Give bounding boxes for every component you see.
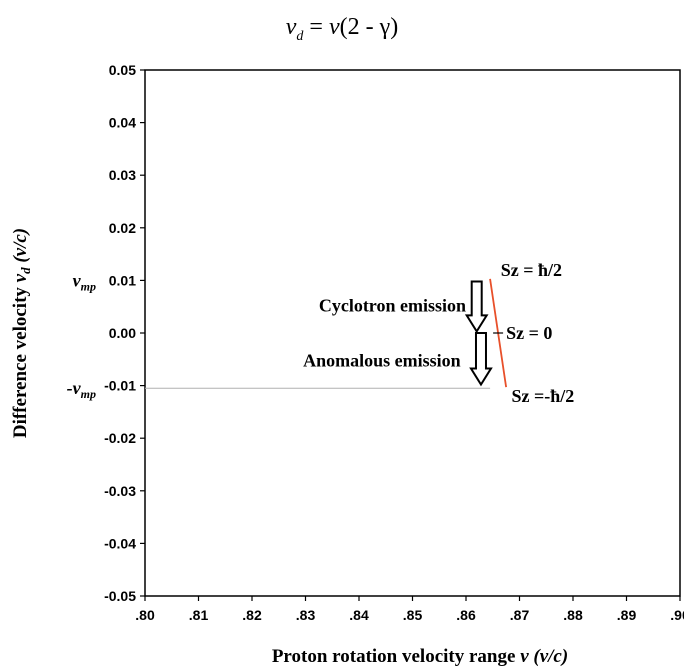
y-tick-label: 0.02: [109, 220, 136, 236]
vmp-label: vmp: [73, 270, 96, 293]
x-tick-label: .87: [510, 607, 530, 623]
emission-label: Cyclotron emission: [319, 296, 466, 316]
spin-label: Sz =-ħ/2: [511, 386, 574, 406]
y-tick-label: -0.03: [104, 483, 136, 499]
x-axis-label-main: Proton rotation velocity range: [272, 646, 516, 667]
x-axis-label-units: (v/c): [533, 646, 568, 667]
y-axis-ticks: 0.05 0.04 0.03 0.02 0.01 0.00 -0.01 -0.02 -0.03 -…: [104, 62, 145, 604]
y-axis-label-main: Difference velocity: [10, 287, 31, 439]
down-arrow-icon: [469, 332, 493, 387]
title-equals: =: [303, 14, 329, 40]
y-axis-label-var: v: [10, 273, 31, 282]
y-tick-label: -0.05: [104, 588, 136, 604]
x-tick-label: .81: [189, 607, 209, 623]
chart-title: vd = v(2 - γ): [286, 14, 398, 44]
down-arrow-icon: [464, 280, 489, 334]
neg-vmp-label: -vmp: [67, 378, 96, 401]
title-rhs-v: v: [329, 14, 340, 40]
y-axis-label: Difference velocity vd (v/c): [10, 228, 33, 438]
y-tick-label: 0.00: [109, 325, 136, 341]
y-axis-label-sub: d: [18, 267, 33, 274]
y-tick-label: 0.04: [109, 115, 136, 131]
x-tick-label: .89: [617, 607, 637, 623]
x-tick-label: .84: [349, 607, 369, 623]
x-tick-label: .86: [456, 607, 476, 623]
spin-label: Sz = ħ/2: [501, 260, 562, 280]
emission-label: Anomalous emission: [303, 350, 461, 370]
x-tick-label: .82: [242, 607, 262, 623]
title-lhs-sub: d: [296, 29, 304, 44]
y-tick-label: -0.04: [104, 535, 136, 551]
title-rhs-rest: (2 - γ): [340, 14, 399, 40]
y-tick-label: -0.01: [104, 378, 136, 394]
x-tick-label: .90: [670, 607, 684, 623]
plot-frame: [144, 69, 681, 597]
title-lhs: v: [286, 14, 297, 40]
y-tick-label: 0.01: [109, 272, 136, 288]
y-tick-label: -0.02: [104, 430, 136, 446]
spin-label: Sz = 0: [506, 323, 552, 343]
x-tick-label: .83: [296, 607, 316, 623]
plot-marks: [145, 278, 508, 389]
x-tick-label: .88: [563, 607, 583, 623]
x-axis-label-var: v: [520, 646, 529, 667]
x-axis-label: Proton rotation velocity range v (v/c): [272, 646, 568, 667]
y-tick-label: 0.03: [109, 167, 136, 183]
x-tick-label: .80: [135, 607, 155, 623]
x-axis-ticks: .80 .81 .82 .83 .84 .85 .86 .87 .88 .89 .90: [135, 596, 684, 623]
x-tick-label: .85: [403, 607, 423, 623]
y-tick-label: 0.05: [109, 62, 136, 78]
y-axis-label-units: (v/c): [10, 228, 31, 263]
annotations: vmp -vmp Sz = ħ/2 Sz = 0 Sz =-ħ/2 Cyclotron e…: [67, 260, 575, 406]
